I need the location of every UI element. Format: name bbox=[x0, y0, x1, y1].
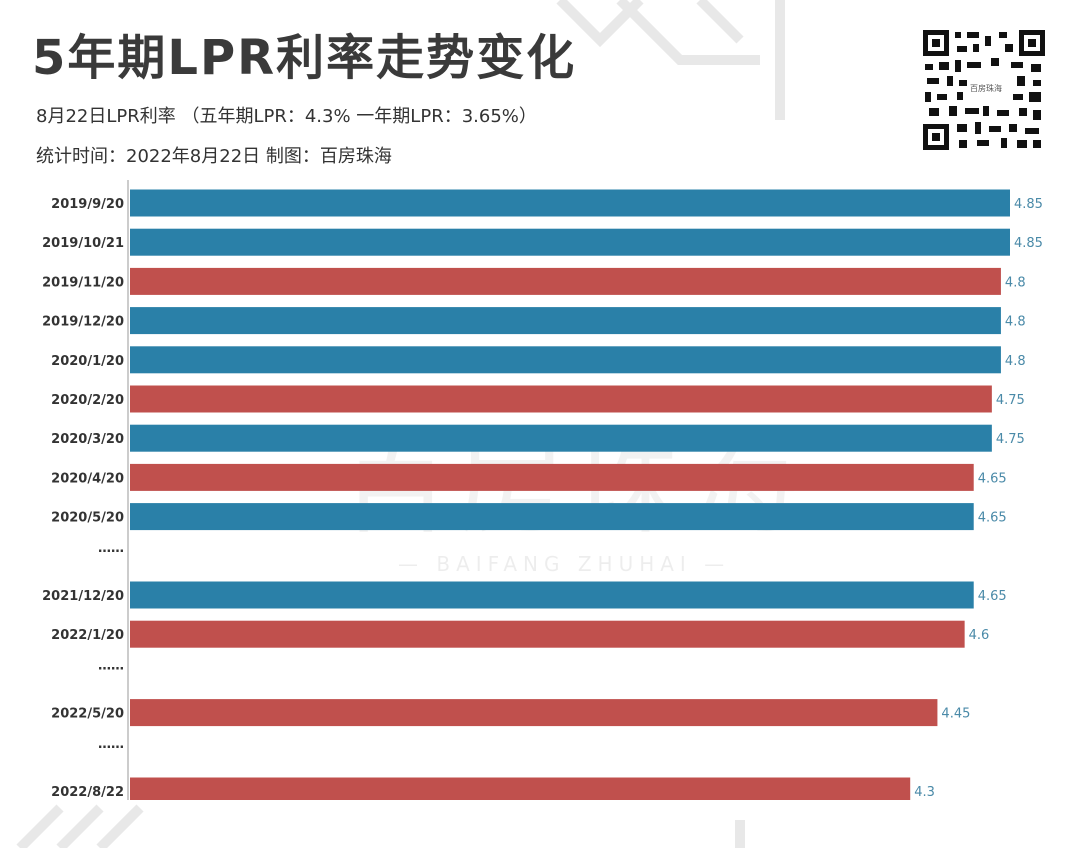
category-label: …… bbox=[98, 658, 124, 673]
bar bbox=[130, 581, 974, 609]
bar-chart: 2019/9/20 4.85 2019/10/21 4.85 2019/11/20 4.8… bbox=[42, 180, 1043, 800]
bar bbox=[130, 228, 1010, 256]
page-title: 5年期LPR利率走势变化 bbox=[32, 30, 577, 86]
data-label: 4.8 bbox=[1005, 354, 1026, 369]
bar bbox=[130, 189, 1010, 217]
category-label: 2020/4/20 bbox=[51, 471, 124, 486]
bar bbox=[130, 346, 1001, 374]
qr-code-label: 百房珠海 bbox=[968, 82, 1004, 95]
data-label: 4.75 bbox=[996, 393, 1025, 408]
category-label: 2022/8/22 bbox=[51, 785, 124, 800]
category-label: …… bbox=[98, 541, 124, 556]
category-label: 2022/1/20 bbox=[51, 628, 124, 643]
bar bbox=[130, 620, 965, 648]
bar bbox=[130, 777, 911, 800]
data-label: 4.8 bbox=[1005, 315, 1026, 330]
data-label: 4.85 bbox=[1014, 197, 1043, 212]
bar bbox=[130, 503, 974, 531]
bar bbox=[130, 424, 992, 452]
category-label: 2020/2/20 bbox=[51, 393, 124, 408]
category-label: …… bbox=[98, 737, 124, 752]
data-label: 4.85 bbox=[1014, 236, 1043, 251]
category-label: 2019/9/20 bbox=[51, 197, 124, 212]
data-label: 4.6 bbox=[969, 628, 990, 643]
qr-code-icon bbox=[921, 28, 1047, 152]
meta-info: 统计时间：2022年8月22日 制图：百房珠海 bbox=[36, 146, 392, 167]
data-label: 4.45 bbox=[941, 707, 970, 722]
bar bbox=[130, 267, 1001, 295]
data-label: 4.75 bbox=[996, 432, 1025, 447]
category-label: 2021/12/20 bbox=[42, 589, 124, 604]
bar bbox=[130, 307, 1001, 335]
subtitle: 8月22日LPR利率 （五年期LPR：4.3% 一年期LPR：3.65%） bbox=[36, 106, 537, 127]
category-label: 2019/10/21 bbox=[42, 236, 124, 251]
bar bbox=[130, 699, 938, 727]
bar bbox=[130, 463, 974, 491]
category-label: 2022/5/20 bbox=[51, 707, 124, 722]
category-label: 2019/12/20 bbox=[42, 315, 124, 330]
data-label: 4.8 bbox=[1005, 275, 1026, 290]
category-label: 2020/3/20 bbox=[51, 432, 124, 447]
category-label: 2020/1/20 bbox=[51, 354, 124, 369]
category-label: 2019/11/20 bbox=[42, 275, 124, 290]
data-label: 4.65 bbox=[978, 589, 1007, 604]
category-label: 2020/5/20 bbox=[51, 511, 124, 526]
data-label: 4.65 bbox=[978, 471, 1007, 486]
data-label: 4.3 bbox=[914, 785, 935, 800]
data-label: 4.65 bbox=[978, 511, 1007, 526]
bar bbox=[130, 385, 992, 413]
